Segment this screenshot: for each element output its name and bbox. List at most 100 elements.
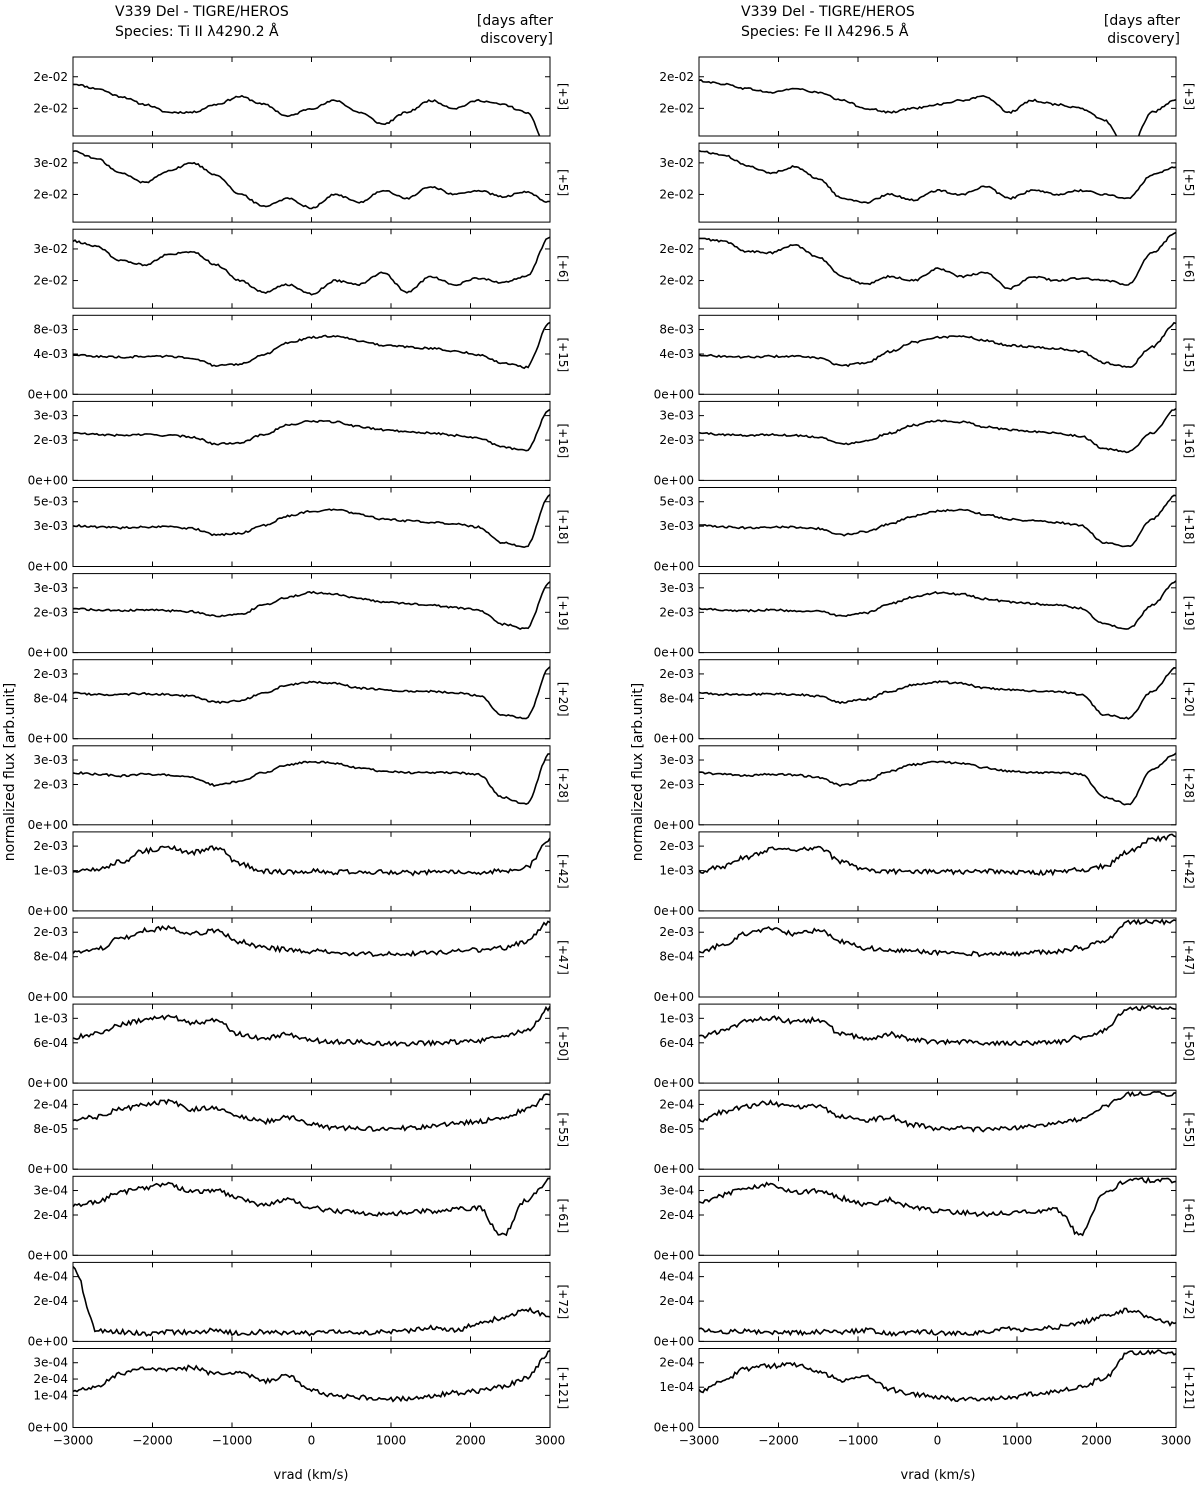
panel-frame [72,228,551,309]
spectrum-panel: 2e-03 8e-04 0e+00 [+47] [28,917,570,1004]
spectrum-line [73,408,550,452]
y-tick-label: 4e-04 [33,1270,68,1284]
y-tick-label: 2e-03 [33,925,68,939]
spectrum-line [73,581,550,631]
spectrum-line [699,321,1176,369]
spectrum-panel: 5e-03 3e-03 0e+00 [+18] [654,487,1196,574]
spectrum-line [699,666,1176,720]
spectrum-line [73,753,550,805]
y-tick-label: 2e-02 [659,101,694,115]
y-tick-label: 3e-03 [659,753,694,767]
spectrum-line [699,918,1176,958]
spectrum-line [699,752,1176,806]
spectrum-panel: 2e-03 8e-04 0e+00 [+47] [654,917,1196,1004]
y-tick-label: 3e-02 [33,242,68,256]
spectrum-line [73,920,550,958]
y-tick-label: 5e-03 [33,495,68,509]
y-tick-label: 0e+00 [28,1248,68,1262]
day-label: [+5] [1182,169,1196,196]
y-tick-label: 8e-03 [659,323,694,337]
panel-frame [698,831,1177,912]
panel-frame [72,1261,551,1342]
y-tick-label: 2e-03 [33,778,68,792]
y-tick-label: 2e-03 [659,433,694,447]
y-tick-label: 4e-03 [33,347,68,361]
spectrum-panel: 3e-03 2e-03 0e+00 [+19] [28,573,570,660]
y-tick-label: 3e-03 [33,581,68,595]
y-tick-label: 2e-04 [33,1208,68,1222]
day-label: [+20] [1182,682,1196,717]
y-tick-label: 2e-02 [659,274,694,288]
panel-frame [698,142,1177,223]
days-label-right-line1: [days after [1104,13,1180,29]
y-tick-label: 3e-03 [659,409,694,423]
y-axis-label-right: normalized flux [arb.unit] [630,683,646,861]
day-label: [+15] [556,337,570,372]
y-tick-label: 0e+00 [28,1334,68,1348]
day-label: [+50] [556,1026,570,1061]
y-tick-label: 0e+00 [654,1076,694,1090]
spectrum-panel: 5e-03 3e-03 0e+00 [+18] [28,487,570,574]
y-tick-label: 0e+00 [654,990,694,1004]
spectrum-panel: 3e-04 2e-04 0e+00 [+61] [28,1175,570,1262]
y-tick-label: 2e-03 [659,667,694,681]
y-tick-label: 8e-04 [33,691,68,705]
y-tick-label: 0e+00 [28,1076,68,1090]
spectrum-line [73,83,541,136]
days-label-left-line1: [days after [477,13,553,29]
y-tick-label: 4e-03 [659,347,694,361]
spectrum-line [73,1005,550,1047]
panel-frame [72,1089,551,1170]
day-label: [+42] [1182,854,1196,889]
y-tick-label: 8e-04 [33,950,68,964]
y-tick-label: 2e-02 [33,70,68,84]
y-tick-label: 8e-04 [659,950,694,964]
day-label: [+42] [556,854,570,889]
y-tick-label: 3e-03 [33,753,68,767]
y-tick-label: 3e-04 [33,1356,68,1370]
y-tick-label: 6e-04 [33,1036,68,1050]
y-tick-label: 0e+00 [654,1248,694,1262]
y-tick-label: 2e-02 [659,187,694,201]
y-tick-label: 2e-03 [33,433,68,447]
spectrum-line [699,580,1176,630]
y-tick-label: 5e-03 [659,495,694,509]
x-tick-label: 0 [934,1434,942,1448]
spectrum-line [73,150,550,210]
y-tick-label: 1e-03 [659,1011,694,1025]
spectrum-line [699,1004,1176,1047]
y-tick-label: 3e-02 [33,156,68,170]
spectrum-line [699,231,1176,291]
y-tick-label: 1e-03 [659,864,694,878]
spectrum-line [699,149,1176,204]
spectrum-line [73,666,550,720]
spectrum-panel: 2e-02 2e-02 [+6] [659,228,1196,309]
y-tick-label: 0e+00 [28,473,68,487]
spectrum-panel: 3e-03 2e-03 0e+00 [+16] [654,400,1196,487]
y-tick-label: 0e+00 [28,387,68,401]
spectrum-panel: 3e-02 2e-02 [+5] [33,142,570,223]
y-tick-label: 0e+00 [28,1162,68,1176]
panel-frame [72,56,551,137]
day-label: [+47] [1182,940,1196,975]
day-label: [+61] [556,1198,570,1233]
y-tick-label: 0e+00 [654,560,694,574]
y-tick-label: 0e+00 [28,1421,68,1435]
spectrum-panel: 2e-04 8e-05 0e+00 [+55] [28,1089,570,1176]
panel-frame [698,1175,1177,1256]
panel-frame [698,745,1177,826]
y-tick-label: 8e-03 [33,323,68,337]
panel-frame [698,1261,1177,1342]
chart-title-left-line2: Species: Ti II λ4290.2 Å [115,23,279,40]
x-tick-label: 0 [308,1434,316,1448]
y-tick-label: 2e-03 [33,667,68,681]
x-tick-label: −3000 [679,1434,720,1448]
x-tick-label: −3000 [53,1434,94,1448]
y-tick-label: 8e-05 [659,1122,694,1136]
y-tick-label: 2e-03 [659,778,694,792]
day-label: [+20] [556,682,570,717]
day-label: [+18] [556,510,570,545]
spectrum-panel: 2e-03 1e-03 0e+00 [+42] [28,831,570,918]
spectrum-line [699,1307,1176,1337]
spectrum-panel: 4e-04 2e-04 0e+00 [+72] [28,1261,570,1348]
